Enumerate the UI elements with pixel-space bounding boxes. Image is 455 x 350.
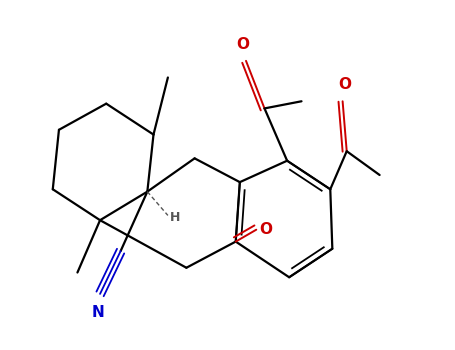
Text: H: H bbox=[170, 211, 181, 224]
Text: O: O bbox=[236, 37, 249, 52]
Text: O: O bbox=[338, 77, 351, 92]
Text: O: O bbox=[259, 222, 272, 237]
Text: N: N bbox=[91, 306, 104, 321]
